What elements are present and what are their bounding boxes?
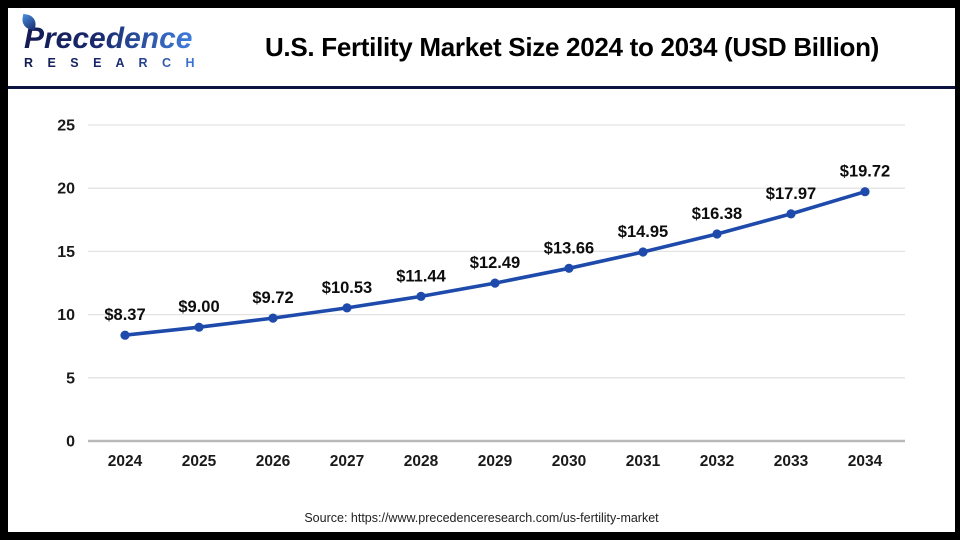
x-tick-label: 2027 [330, 453, 364, 470]
y-tick-label: 20 [57, 181, 75, 198]
y-tick-label: 5 [66, 370, 75, 387]
x-tick-label: 2024 [108, 453, 143, 470]
source-text: Source: https://www.precedenceresearch.c… [304, 511, 659, 525]
x-tick-label: 2032 [700, 453, 734, 470]
x-tick-label: 2029 [478, 453, 513, 470]
y-tick-label: 0 [66, 434, 75, 451]
chart-area: 0 5 10 15 20 25 2024 2025 2026 2027 2028 2029 2030 20… [8, 89, 955, 532]
data-point-label: $17.97 [766, 185, 816, 203]
data-point-marker [638, 247, 648, 257]
data-point-label: $8.37 [104, 306, 145, 324]
data-point-label: $10.53 [322, 279, 372, 297]
y-tick-label: 10 [57, 307, 75, 324]
title-area: U.S. Fertility Market Size 2024 to 2034 … [213, 32, 955, 63]
data-point-marker [194, 322, 204, 332]
data-point-label: $19.72 [840, 163, 890, 181]
logo-primary-text: Precedence [24, 24, 213, 54]
data-point-marker [268, 313, 278, 323]
data-point-marker [490, 278, 500, 288]
data-point-marker [860, 187, 870, 197]
data-point-label: $16.38 [692, 205, 742, 223]
data-point-marker [786, 209, 796, 219]
logo-secondary-text: R E S E A R C H [24, 57, 213, 70]
data-point-marker [120, 330, 130, 340]
data-point-label: $14.95 [618, 223, 668, 241]
x-tick-label: 2026 [256, 453, 291, 470]
page-title: U.S. Fertility Market Size 2024 to 2034 … [264, 31, 880, 62]
logo: Precedence R E S E A R C H [8, 14, 213, 70]
x-tick-label: 2031 [626, 453, 661, 470]
data-point-label: $9.72 [252, 289, 293, 307]
y-tick-label: 25 [57, 118, 75, 135]
data-point-label: $9.00 [178, 298, 219, 316]
x-tick-label: 2034 [848, 453, 883, 470]
y-tick-label: 15 [57, 244, 75, 261]
data-point-marker [416, 291, 426, 301]
data-point-marker [564, 263, 574, 273]
x-tick-label: 2030 [552, 453, 586, 470]
data-point-label: $12.49 [470, 254, 520, 272]
x-tick-label: 2033 [774, 453, 809, 470]
x-tick-label: 2025 [182, 453, 217, 470]
x-tick-label: 2028 [404, 453, 439, 470]
header: Precedence R E S E A R C H U.S. Fertilit… [8, 8, 955, 89]
data-point-marker [342, 303, 352, 313]
data-point-label: $11.44 [396, 267, 446, 285]
data-point-label: $13.66 [544, 239, 594, 257]
data-point-marker [712, 229, 722, 239]
